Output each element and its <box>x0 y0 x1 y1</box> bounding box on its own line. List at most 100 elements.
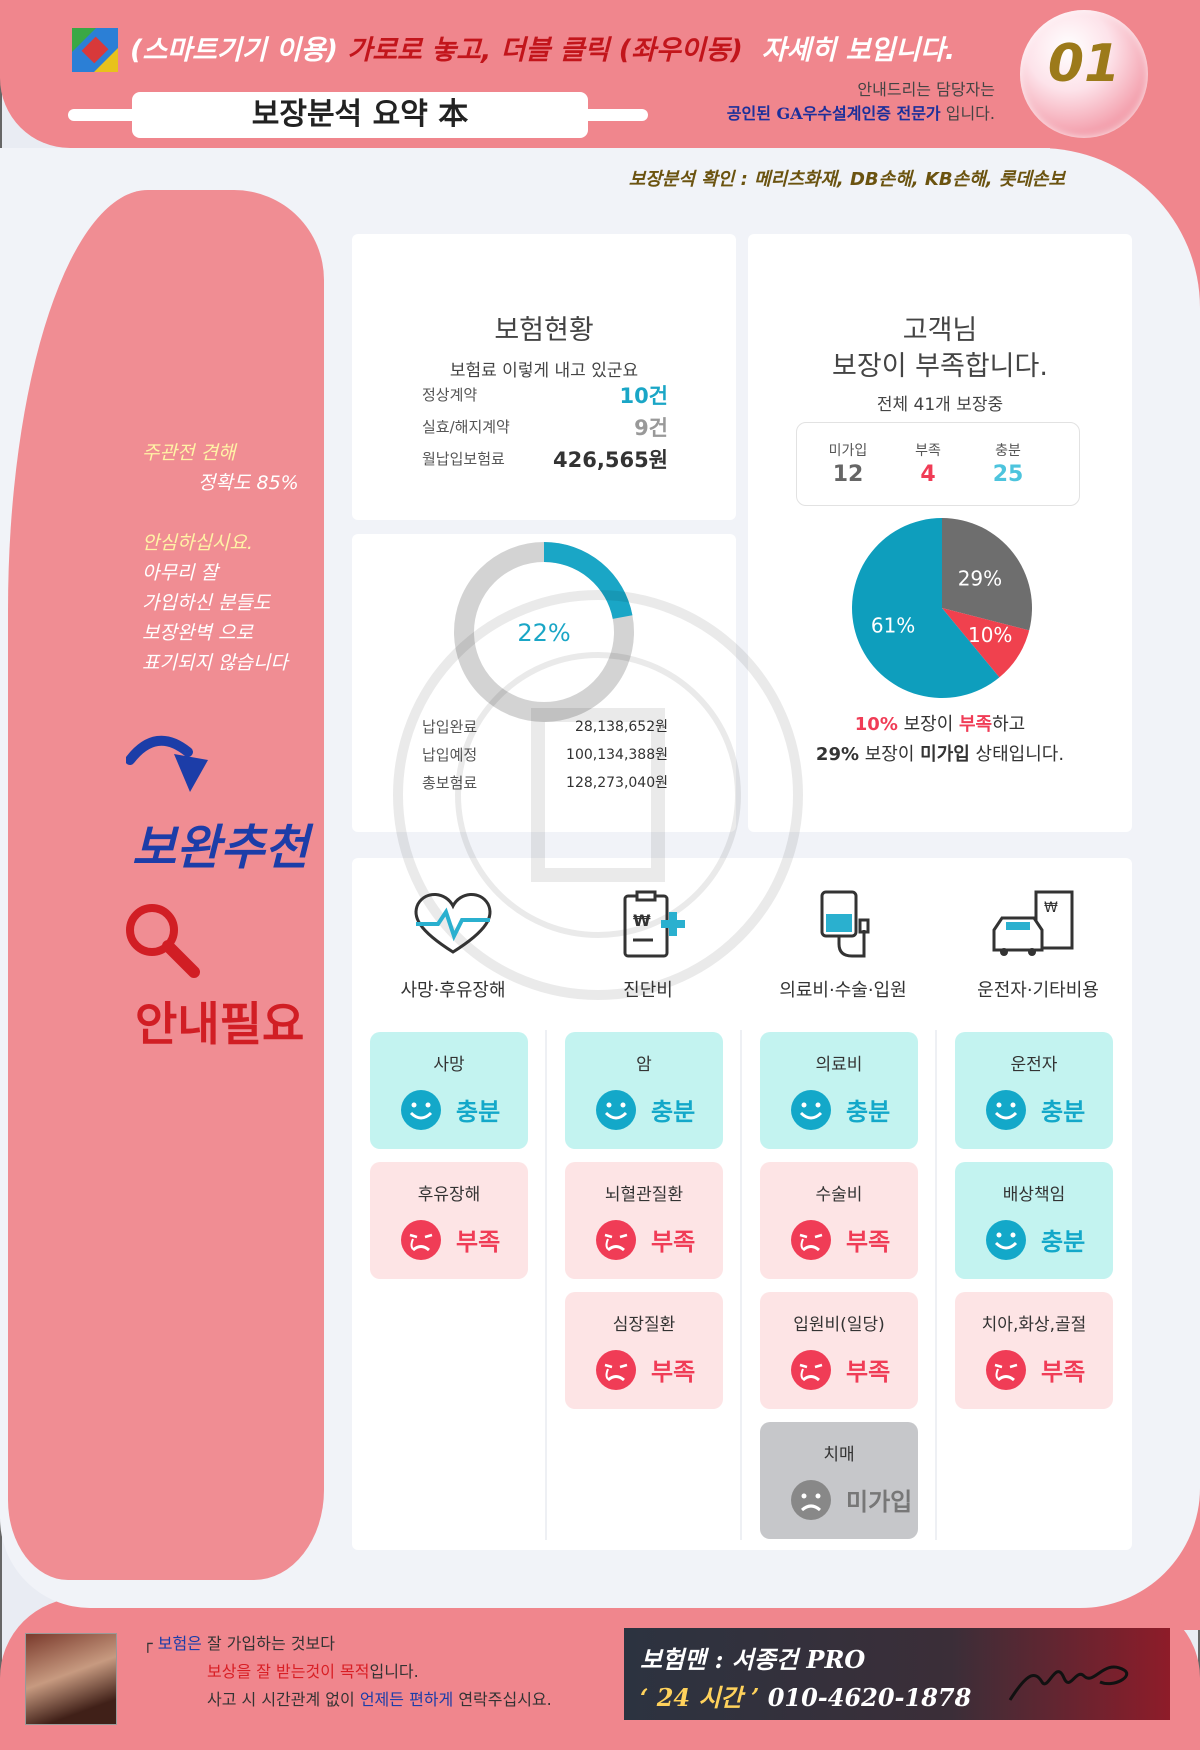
footer-line2a: 보상을 잘 받는것이 목적 <box>207 1662 370 1681</box>
status-row-value: 9건 <box>634 416 668 440</box>
sad-face-icon <box>790 1479 832 1521</box>
column-divider-2 <box>740 1030 742 1540</box>
summary2-tail: 상태입니다. <box>969 744 1065 765</box>
page-title: 보장분석 요약 本 <box>132 92 588 138</box>
coverage-tile-status: 충분 <box>456 1098 501 1126</box>
category-label: 사망·후유장해 <box>400 980 506 1001</box>
donut-paid-arc <box>454 542 634 722</box>
coverage-tile[interactable]: 치매 미가입 <box>760 1422 918 1539</box>
coverage-tile-status: 부족 <box>846 1228 891 1256</box>
pie-slice-충분 <box>852 518 1000 698</box>
coverage-tile-name: 심장질환 <box>612 1315 676 1335</box>
reassure-text: 안심하십시요. <box>142 532 253 554</box>
crying-face-icon <box>595 1219 637 1261</box>
coverage-tile-status: 부족 <box>1041 1358 1086 1386</box>
payment-row-value: 100,134,388원 <box>566 747 668 763</box>
coverage-tile-name: 배상책임 <box>1002 1185 1066 1205</box>
coverage-tile[interactable]: 배상책임 충분 <box>955 1162 1113 1279</box>
instruction-prefix: (스마트기기 이용) <box>130 35 338 66</box>
sidebar-msg3: 보장완벽 으로 <box>142 622 253 644</box>
stat-label: 미가입 <box>828 443 868 459</box>
coverage-tile[interactable]: 입원비(일당) 부족 <box>760 1292 918 1409</box>
pie-slice-부족 <box>942 608 1030 678</box>
needs-guide: 안내필요 <box>135 997 305 1051</box>
donut-percent-label: 22% <box>517 619 570 647</box>
magnifier-icon <box>126 904 200 978</box>
crying-face-icon <box>400 1219 442 1261</box>
coverage-tile[interactable]: 심장질환 부족 <box>565 1292 723 1409</box>
svg-text:₩: ₩ <box>1044 900 1058 916</box>
insurance-status-subtitle: 보험료 이렇게 내고 있군요 <box>449 361 639 381</box>
coverage-tile-status: 충분 <box>846 1098 891 1126</box>
footer-line1b: 잘 가입하는 것보다 <box>201 1634 335 1653</box>
check-line: 보장분석 확인 : 메리츠화재, DB손해, KB손해, 롯데손보 <box>628 169 1065 190</box>
coverage-tile[interactable]: 운전자 충분 <box>955 1032 1113 1149</box>
status-row-label: 월납입보험료 <box>422 450 505 468</box>
guide-bold: 공인된 GA우수설계인증 전문가 <box>726 104 941 123</box>
coverage-tile-name: 운전자 <box>1010 1055 1058 1075</box>
payment-row-value: 28,138,652원 <box>574 719 668 735</box>
guide-tail: 입니다. <box>940 104 995 123</box>
footer-line3a: 사고 시 시간관계 없이 <box>207 1690 360 1709</box>
summary1-tail: 하고 <box>992 714 1026 735</box>
stat-value: 4 <box>920 462 936 487</box>
category-diagnosis: ₩ 진단비 <box>553 890 743 1002</box>
coverage-tile-status: 부족 <box>651 1228 696 1256</box>
coverage-tile[interactable]: 뇌혈관질환 부족 <box>565 1162 723 1279</box>
page-number-bubble: 01 <box>1020 10 1148 138</box>
coverage-tile-name: 후유장해 <box>417 1185 481 1205</box>
agent-photo <box>25 1633 117 1725</box>
instruction-red: 가로로 놓고, 더블 클릭 (좌우이동) <box>347 35 743 66</box>
smile-face-icon <box>985 1089 1027 1131</box>
coverage-tile[interactable]: 암 충분 <box>565 1032 723 1149</box>
coverage-title1: 고객님 <box>902 315 978 346</box>
category-label: 진단비 <box>623 980 673 1001</box>
supplement-recommend: 보완추천 <box>132 820 309 876</box>
agent-phone-line: ‘ 24 시간 ’ 010-4620-1878 <box>640 1678 971 1713</box>
insurance-status-card: 보험현황 보험료 이렇게 내고 있군요 정상계약 10건 실효/해지계약 9건 월납입보… <box>352 234 736 520</box>
agent-phone[interactable]: 010-4620-1878 <box>759 1683 972 1712</box>
crying-face-icon <box>790 1219 832 1261</box>
payment-donut: 22% <box>454 542 634 722</box>
category-driver: ₩ 운전자·기타비용 <box>943 890 1133 1002</box>
coverage-tile[interactable]: 후유장해 부족 <box>370 1162 528 1279</box>
payment-row-label: 납입완료 <box>422 718 478 736</box>
column-divider-3 <box>935 1030 937 1540</box>
footer-line3b: 언제든 편하게 <box>359 1690 454 1709</box>
payment-card: 22% 납입완료 28,138,652원 납입예정 100,134,388원 총보험료 1… <box>352 534 736 832</box>
coverage-summary2: 29% 보장이 미가입 상태입니다. <box>748 740 1132 766</box>
category-label: 운전자·기타비용 <box>977 980 1099 1001</box>
clipboard-medical-icon: ₩ <box>623 890 685 958</box>
guide-line1: 안내드리는 담당자는 <box>857 80 995 99</box>
coverage-tile[interactable]: 치아,화상,골절 부족 <box>955 1292 1113 1409</box>
coverage-tile-name: 의료비 <box>815 1055 863 1075</box>
coverage-tile-name: 치매 <box>823 1445 855 1465</box>
logo-icon <box>72 28 118 72</box>
instruction-suffix: 자세히 보입니다. <box>761 35 956 66</box>
sidebar-msg1: 아무리 잘 <box>142 562 218 584</box>
coverage-pie-chart: 29% 10% 61% <box>852 518 1032 698</box>
coverage-tile-status: 부족 <box>846 1358 891 1386</box>
footer-message: ┌ 보험은 잘 가입하는 것보다 보상을 잘 받는것이 목적입니다. 사고 시 … <box>143 1634 552 1709</box>
opinion-line1: 주관전 견해 <box>142 442 236 464</box>
stat-label: 부족 <box>915 443 941 459</box>
smile-face-icon <box>790 1089 832 1131</box>
agent-sign-box: 보험맨 : 서종건 PRO ‘ 24 시간 ’ 010-4620-1878 <box>624 1628 1170 1720</box>
pie-label: 10% <box>968 623 1012 647</box>
pie-label: 61% <box>871 614 915 638</box>
smile-face-icon <box>985 1219 1027 1261</box>
coverage-tile[interactable]: 사망 충분 <box>370 1032 528 1149</box>
sidebar-msg4: 표기되지 않습니다 <box>142 652 288 674</box>
crying-face-icon <box>595 1349 637 1391</box>
instruction-line: (스마트기기 이용) 가로로 놓고, 더블 클릭 (좌우이동) 자세히 보입니다… <box>130 28 955 67</box>
stat-value: 12 <box>832 462 864 487</box>
payment-row-value: 128,273,040원 <box>566 775 668 791</box>
sidebar-msg2: 가입하신 분들도 <box>142 592 271 614</box>
coverage-subtitle: 전체 41개 보장중 <box>876 395 1004 415</box>
status-row-value: 426,565원 <box>553 448 668 472</box>
summary2-bold: 미가입 <box>920 744 970 765</box>
coverage-tile-name: 수술비 <box>815 1185 863 1205</box>
